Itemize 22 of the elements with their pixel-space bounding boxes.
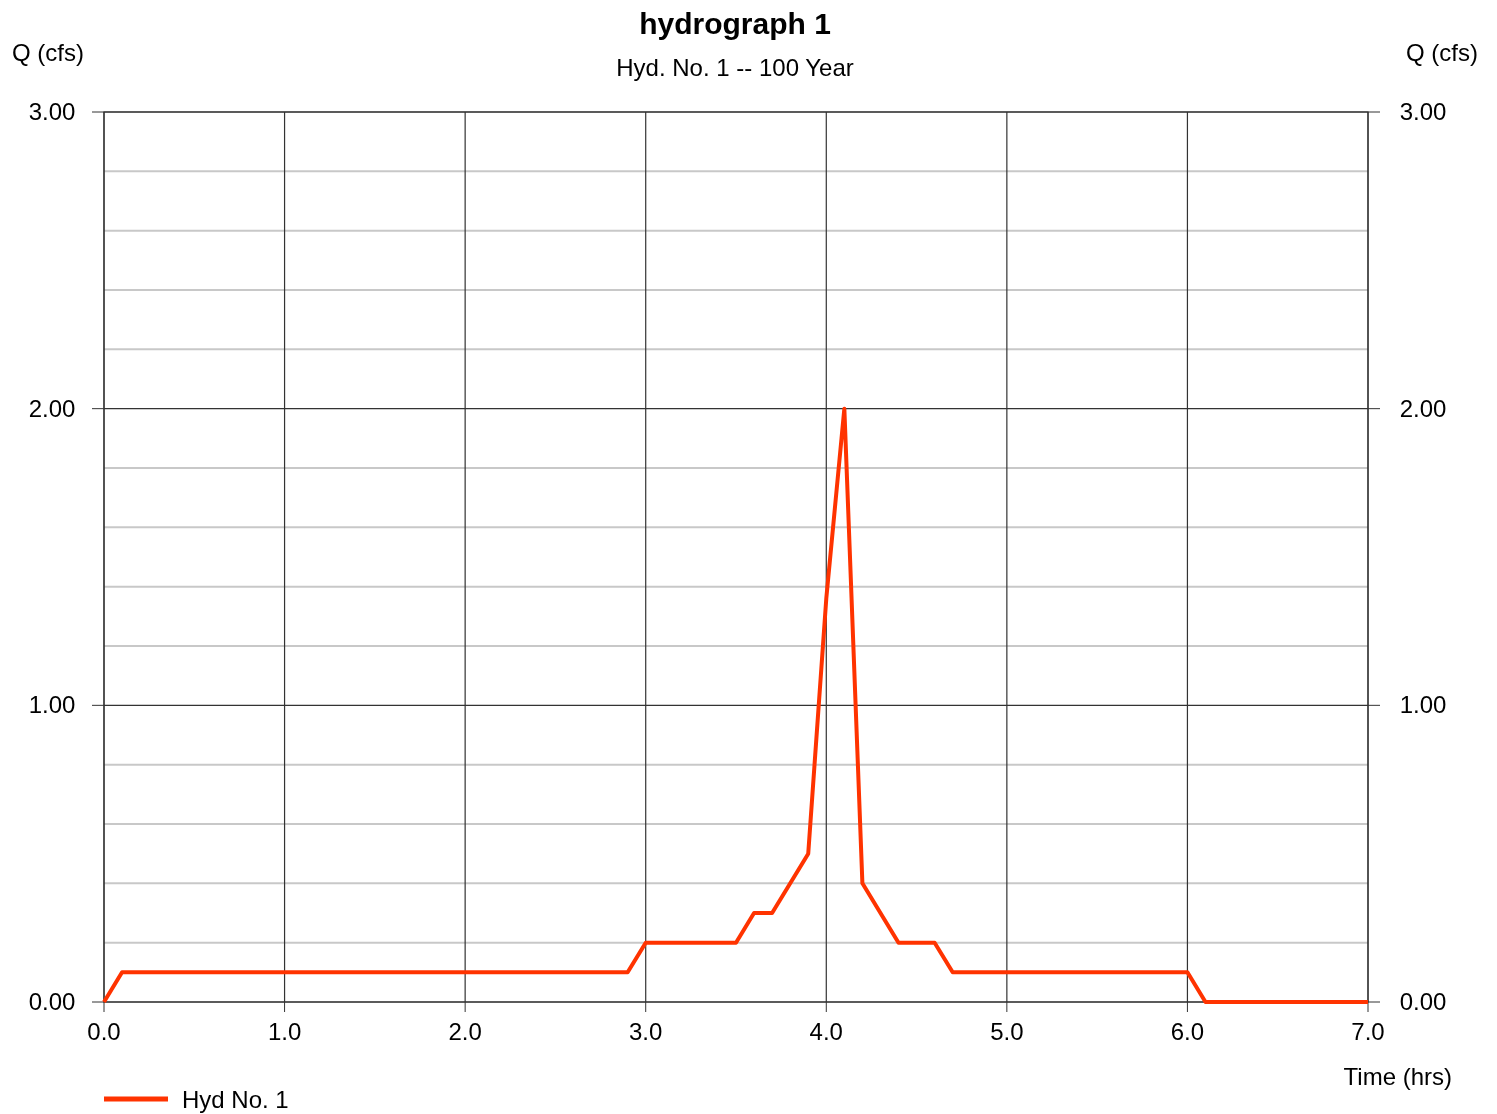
legend-label: Hyd No. 1: [182, 1086, 289, 1113]
y2-tick-label: 3.00: [1399, 98, 1447, 125]
x-tick-label: 6.0: [1170, 1018, 1205, 1045]
x-tick-label: 7.0: [1351, 1018, 1385, 1045]
y-axis-title: Q (cfs): [12, 39, 84, 66]
y2-tick-label: 1.00: [1399, 691, 1447, 719]
x-tick-label: 2.0: [448, 1018, 482, 1045]
y-tick-label: 2.00: [28, 394, 76, 422]
y2-tick-label: 2.00: [1399, 394, 1447, 422]
y2-axis-title: Q (cfs): [1406, 39, 1478, 66]
y-tick-label: 0.00: [28, 988, 76, 1015]
x-tick-label: 0.0: [87, 1018, 121, 1045]
x-tick-label: 1.0: [267, 1018, 302, 1045]
y-tick-label: 1.00: [28, 691, 76, 719]
y2-tick-label: 0.00: [1399, 988, 1447, 1015]
chart-subtitle: Hyd. No. 1 -- 100 Year: [616, 54, 854, 81]
x-tick-label: 4.0: [809, 1018, 843, 1045]
x-tick-label: 3.0: [629, 1018, 663, 1045]
x-axis-title: Time (hrs): [1343, 1063, 1452, 1090]
y-tick-label: 3.00: [28, 98, 76, 125]
x-tick-label: 5.0: [990, 1018, 1024, 1045]
chart-title: hydrograph 1: [639, 7, 831, 40]
